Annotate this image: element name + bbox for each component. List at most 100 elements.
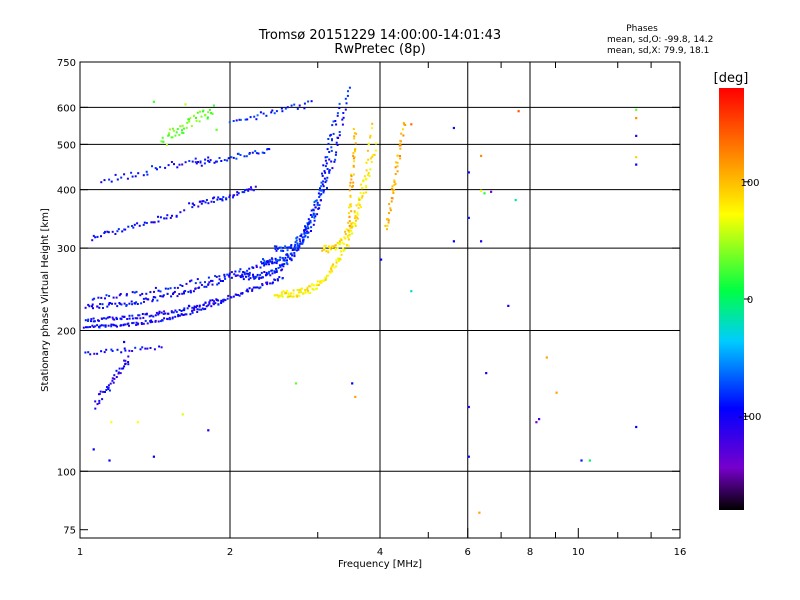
echo-point [322,248,325,251]
echo-point [342,247,345,250]
echo-point [108,389,111,392]
echo-point [125,304,128,307]
echo-point [236,191,239,194]
echo-point [136,303,139,305]
echo-point [138,224,141,227]
echo-point [393,180,396,183]
echo-point [326,176,329,179]
echo-point [312,209,315,212]
echo-point [393,179,396,182]
echo-point [391,197,394,200]
echo-point [220,302,223,304]
echo-point [239,118,242,121]
echo-point [262,276,264,279]
echo-point [188,202,191,205]
echo-point [188,120,191,123]
echo-point [297,248,300,251]
echo-point [196,111,199,114]
echo-point [200,308,203,311]
echo-point [328,246,331,249]
echo-point [193,204,196,207]
echo-point [335,151,338,154]
echo-point [158,345,161,348]
echo-point [395,161,398,164]
echo-point [349,184,352,187]
echo-point [174,134,177,137]
echo-point [140,323,143,325]
echo-point [87,351,90,354]
echo-point [157,289,160,292]
echo-point [298,294,301,297]
echo-point [120,303,123,306]
echo-point [399,143,402,146]
echo-point [278,264,281,267]
echo-point [114,324,117,327]
echo-point [98,393,101,395]
echo-point [97,319,100,322]
echo-point [354,215,357,218]
echo-point [180,310,183,312]
echo-point [309,292,312,294]
echo-point [106,386,108,389]
echo-point [353,160,356,163]
echo-point [247,272,250,275]
echo-point [177,313,180,316]
echo-point [363,175,366,178]
echo-point [131,303,134,306]
echo-point [145,312,148,315]
echo-point [150,221,153,224]
echo-point [111,302,113,305]
echo-point [199,200,202,203]
echo-point [175,310,178,313]
echo-point [327,274,330,277]
echo-point [164,287,167,290]
echo-point [320,185,323,188]
echo-point [98,399,101,402]
echo-point [222,280,224,282]
echo-point [396,154,399,157]
echo-point [248,271,251,274]
echo-point [349,203,352,206]
echo-point [182,314,185,316]
echo-point [360,196,363,199]
echo-point [124,362,127,365]
echo-point [171,316,174,319]
echo-point [195,116,197,119]
echo-point [279,246,282,249]
echo-point [347,234,350,237]
echo-point [279,256,282,259]
echo-point [372,154,374,156]
echo-point [121,230,124,233]
echo-point [96,305,99,308]
echo-point [88,305,91,308]
echo-point [276,259,278,262]
echo-point [350,205,353,208]
echo-point [150,319,153,322]
echo-point [113,324,116,327]
echo-point [276,295,279,298]
echo-point [232,196,234,199]
echo-point [293,248,296,251]
echo-point [316,280,319,283]
echo-point [402,121,405,124]
echo-point [386,228,388,231]
echo-point [180,313,183,316]
echo-point [275,269,278,272]
echo-point [348,231,351,234]
echo-point [254,277,257,280]
echo-point [276,247,279,250]
echo-point [181,163,184,166]
echo-point [278,246,281,249]
echo-point [250,188,253,191]
echo-point [298,291,300,294]
echo-point [287,255,290,258]
echo-point [310,230,312,232]
echo-point [387,219,390,222]
echo-point [353,137,356,140]
echo-point [333,245,335,248]
echo-point [193,308,196,311]
echo-point [271,262,274,265]
echo-point [131,175,134,178]
echo-point [268,259,271,262]
echo-point [103,351,106,354]
